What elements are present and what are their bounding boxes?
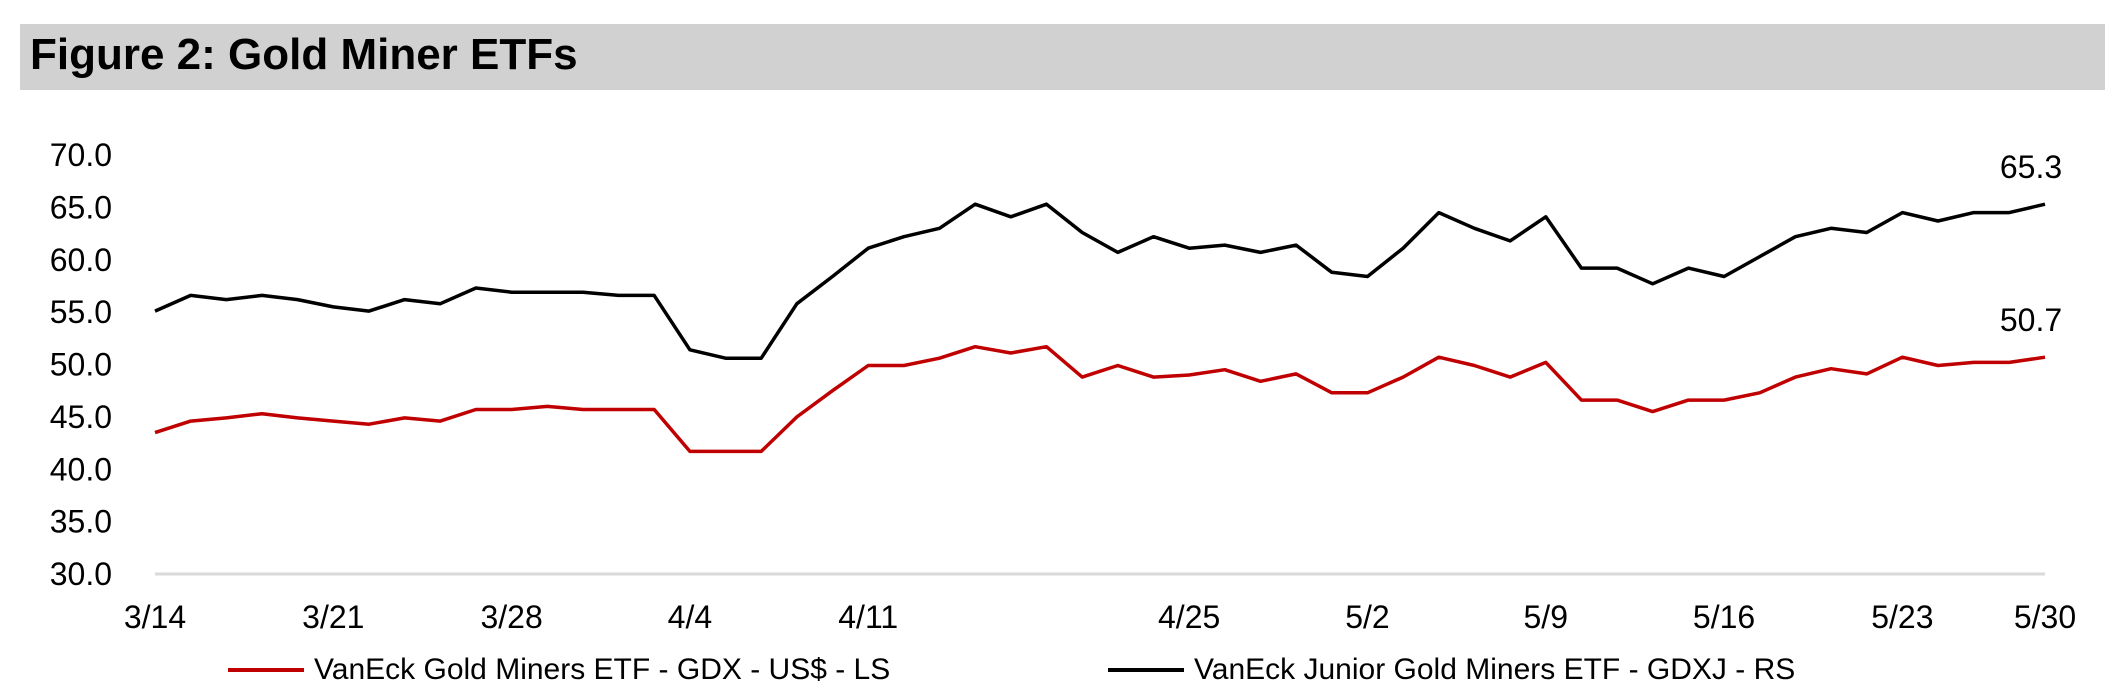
x-tick-label: 4/11 [838, 599, 898, 635]
y-tick-label: 40.0 [50, 451, 112, 487]
x-tick-label: 3/28 [480, 599, 542, 635]
y-tick-label: 50.0 [50, 347, 112, 383]
x-tick-label: 5/9 [1524, 599, 1568, 635]
legend-item-gdx: VanEck Gold Miners ETF - GDX - US$ - LS [228, 650, 890, 690]
end-value-label-0: 50.7 [2000, 302, 2062, 338]
legend: VanEck Gold Miners ETF - GDX - US$ - LS … [0, 650, 2125, 690]
x-tick-label: 5/30 [2014, 599, 2076, 635]
x-tick-label: 3/14 [124, 599, 186, 635]
y-tick-label: 70.0 [50, 137, 112, 173]
legend-swatch-gdxj [1108, 668, 1184, 672]
series-layer [154, 202, 2046, 454]
figure-title: Figure 2: Gold Miner ETFs [30, 30, 578, 79]
legend-label-gdx: VanEck Gold Miners ETF - GDX - US$ - LS [314, 653, 891, 686]
y-axis-ticks: 30.0 35.0 40.0 45.0 50.0 55.0 60.0 65.0 70.0 [50, 137, 112, 592]
y-tick-label: 30.0 [50, 556, 112, 592]
y-tick-label: 55.0 [50, 294, 112, 330]
y-tick-label: 60.0 [50, 242, 112, 278]
x-tick-label: 5/16 [1693, 599, 1755, 635]
x-tick-label: 5/2 [1345, 599, 1389, 635]
y-tick-label: 65.0 [50, 189, 112, 225]
y-tick-label: 45.0 [50, 399, 112, 435]
x-tick-label: 5/23 [1871, 599, 1933, 635]
end-labels: 50.7 65.3 [2000, 149, 2062, 338]
x-tick-label: 4/4 [668, 599, 712, 635]
series-line-1 [154, 202, 2046, 360]
legend-label-gdxj: VanEck Junior Gold Miners ETF - GDXJ - R… [1194, 653, 1796, 686]
x-tick-label: 4/25 [1158, 599, 1220, 635]
legend-swatch-gdx [228, 668, 304, 672]
series-line-0 [154, 344, 2046, 454]
x-tick-label: 3/21 [302, 599, 364, 635]
figure-title-bar: Figure 2: Gold Miner ETFs [20, 24, 2105, 90]
y-tick-label: 35.0 [50, 504, 112, 540]
x-axis-ticks: 3/14 3/21 3/28 4/4 4/11 4/25 5/2 5/9 5/16 5/23 5/3… [124, 599, 2076, 635]
legend-item-gdxj: VanEck Junior Gold Miners ETF - GDXJ - R… [1108, 650, 1795, 690]
end-value-label-1: 65.3 [2000, 149, 2062, 185]
